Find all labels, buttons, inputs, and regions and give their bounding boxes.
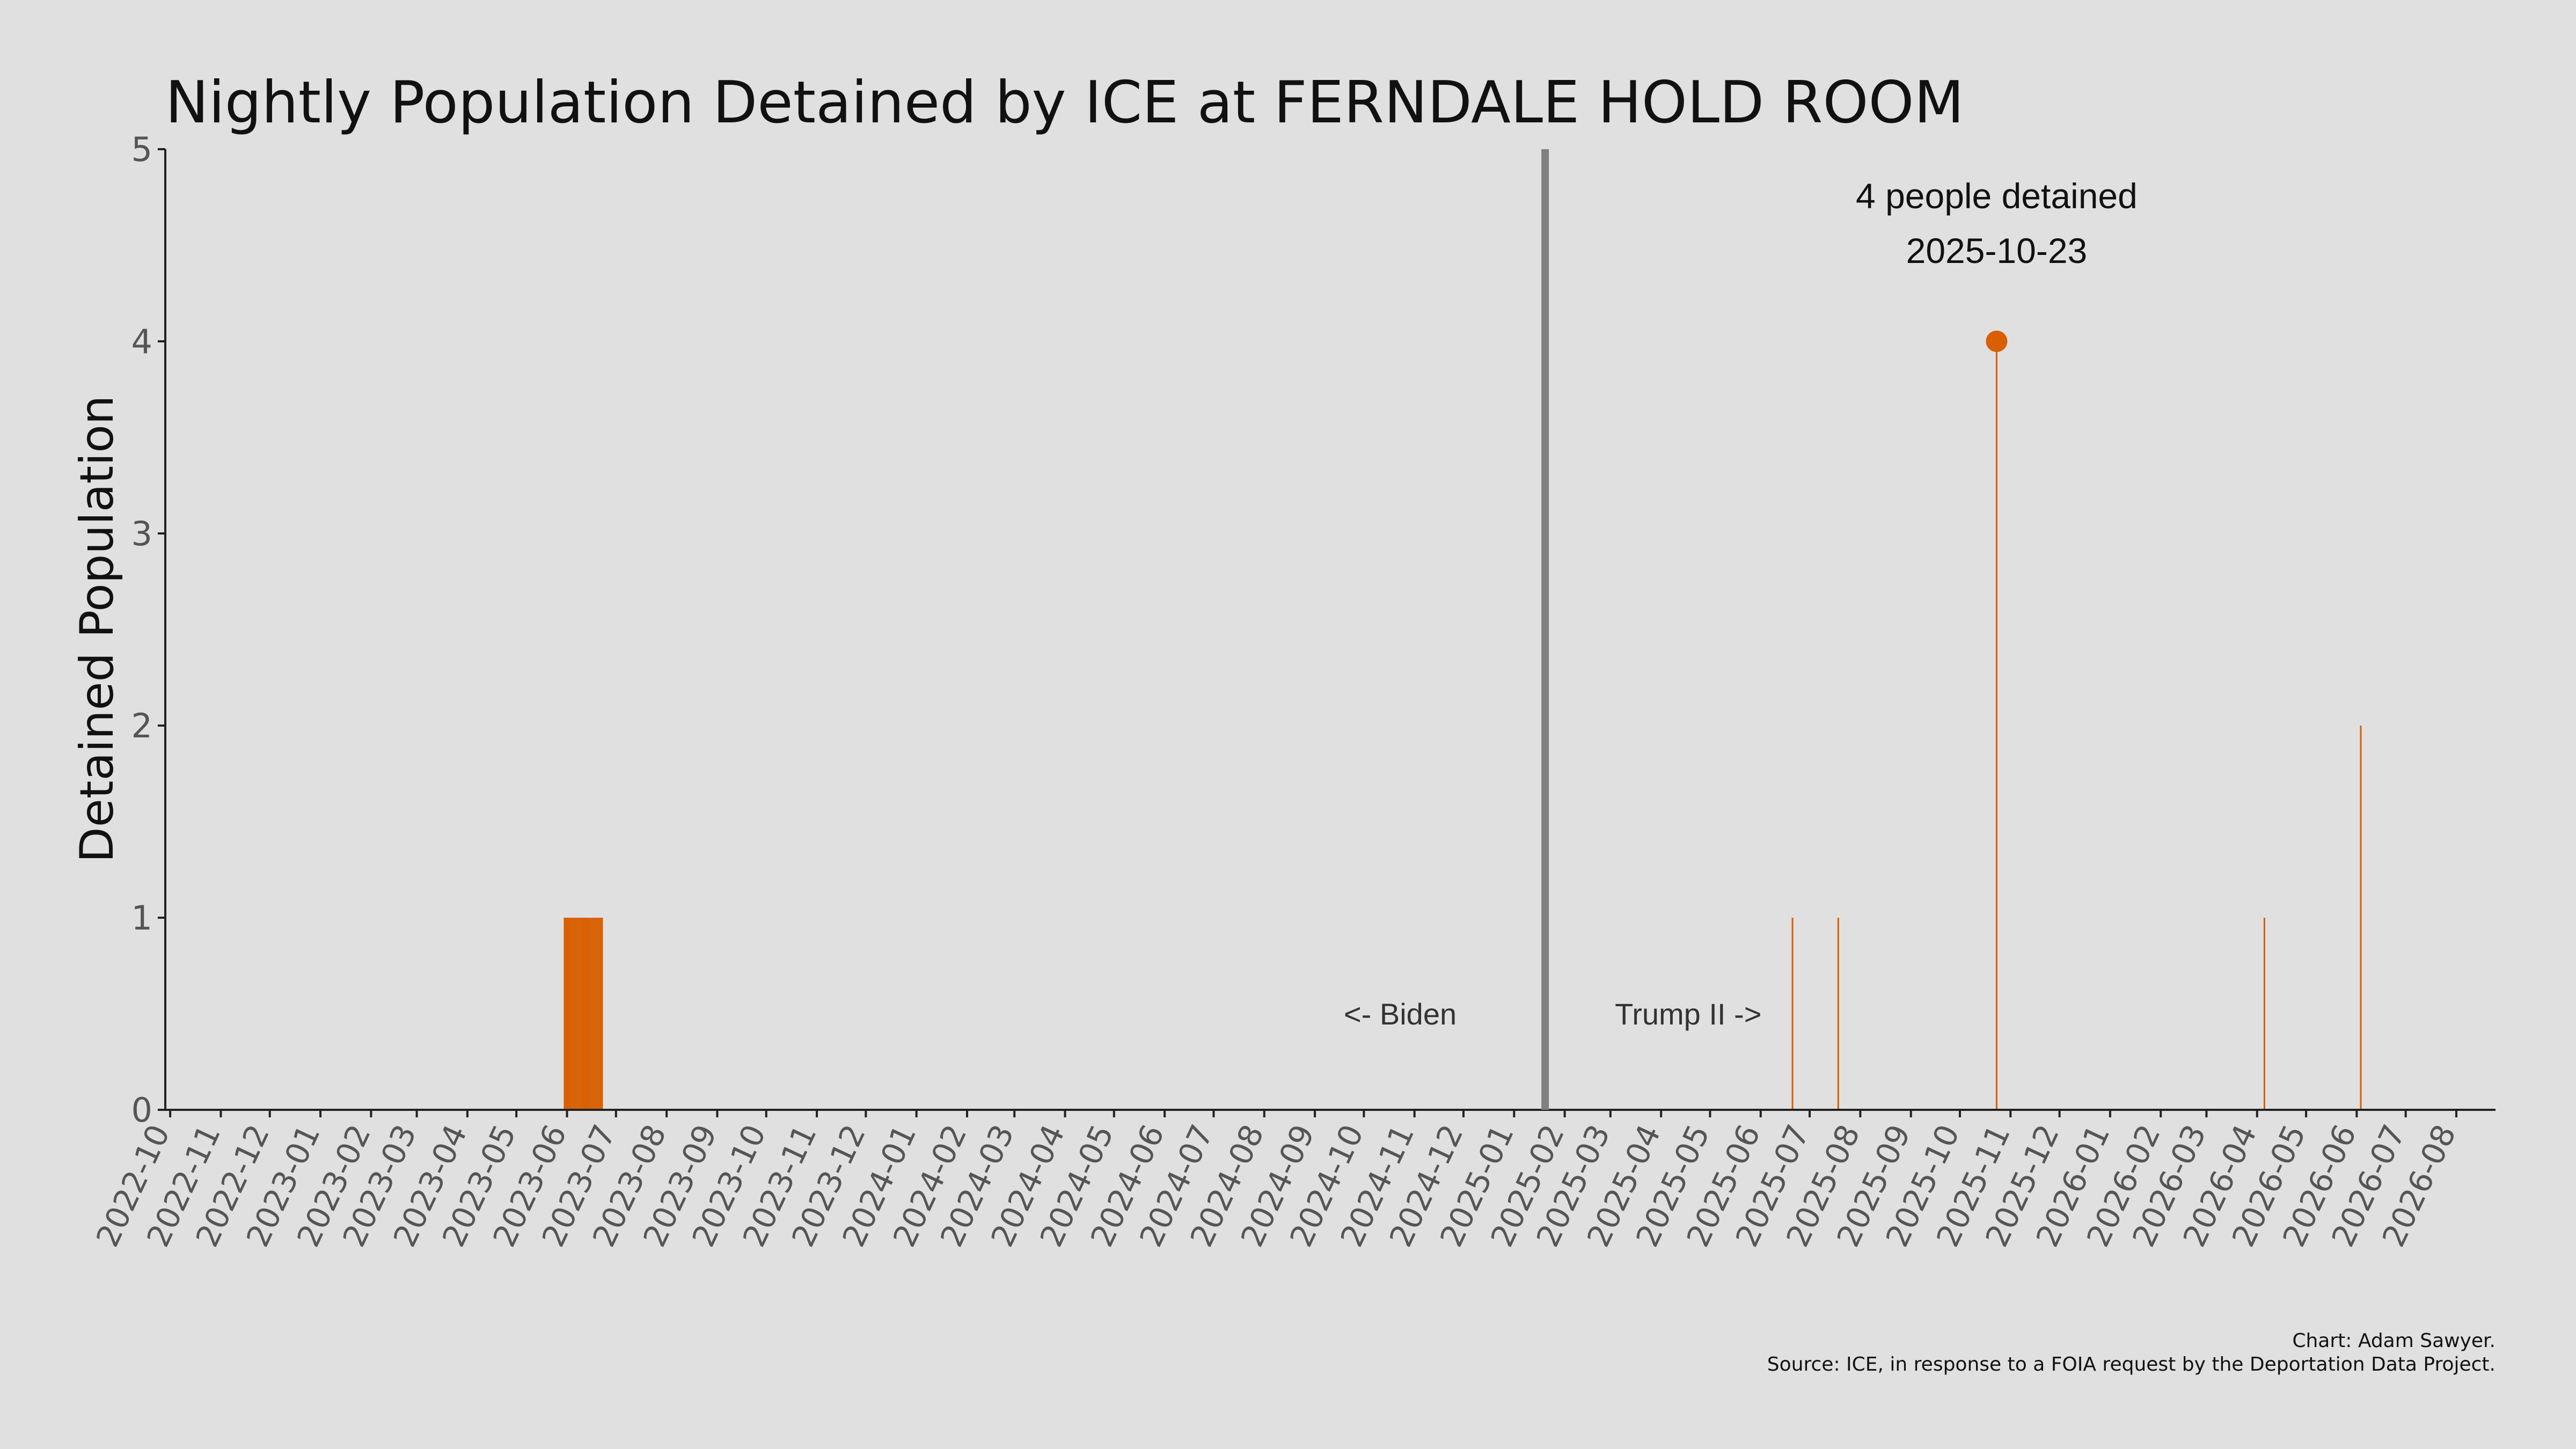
bar xyxy=(564,918,566,1110)
y-axis-label: Detained Population xyxy=(70,396,124,863)
bar xyxy=(590,918,592,1110)
era-label-trump: Trump II -> xyxy=(1615,997,1761,1031)
bar xyxy=(2263,918,2265,1110)
y-tick-label: 5 xyxy=(131,130,152,169)
bar xyxy=(565,918,567,1110)
chart-title: Nightly Population Detained by ICE at FE… xyxy=(165,69,1964,136)
bar xyxy=(580,918,582,1110)
bar xyxy=(1995,341,1997,1110)
peak-marker xyxy=(1986,331,2008,352)
bar xyxy=(575,918,577,1110)
chart-credit: Chart: Adam Sawyer. xyxy=(2292,1330,2496,1352)
bar xyxy=(593,918,595,1110)
bar xyxy=(583,918,585,1110)
bar xyxy=(598,918,600,1110)
bar xyxy=(576,918,579,1110)
y-tick-label: 4 xyxy=(131,322,152,361)
bar xyxy=(1837,918,1839,1110)
bar xyxy=(587,918,589,1110)
bar xyxy=(1791,918,1794,1110)
bar xyxy=(591,918,594,1110)
bar xyxy=(567,918,569,1110)
bar xyxy=(595,918,597,1110)
era-label-biden: <- Biden xyxy=(1344,997,1457,1031)
bar xyxy=(2360,726,2362,1110)
plot-area: 0123452022-102022-112022-122023-012023-0… xyxy=(89,130,2496,1253)
chart-source: Source: ICE, in response to a FOIA reque… xyxy=(1767,1353,2496,1375)
bar xyxy=(578,918,580,1110)
peak-annotation-count: 4 people detained xyxy=(1856,176,2138,216)
bar xyxy=(599,918,602,1110)
y-tick-label: 2 xyxy=(131,706,152,745)
bar xyxy=(588,918,590,1110)
bar xyxy=(581,918,583,1110)
y-tick-label: 1 xyxy=(131,898,152,938)
bar xyxy=(573,918,575,1110)
bar xyxy=(596,918,598,1110)
y-tick-label: 3 xyxy=(131,514,152,553)
bar xyxy=(568,918,570,1110)
bar xyxy=(570,918,572,1110)
y-tick-label: 0 xyxy=(131,1091,152,1130)
bar xyxy=(584,918,587,1110)
peak-annotation-date: 2025-10-23 xyxy=(1906,231,2088,270)
bar xyxy=(601,918,603,1110)
bar xyxy=(572,918,574,1110)
